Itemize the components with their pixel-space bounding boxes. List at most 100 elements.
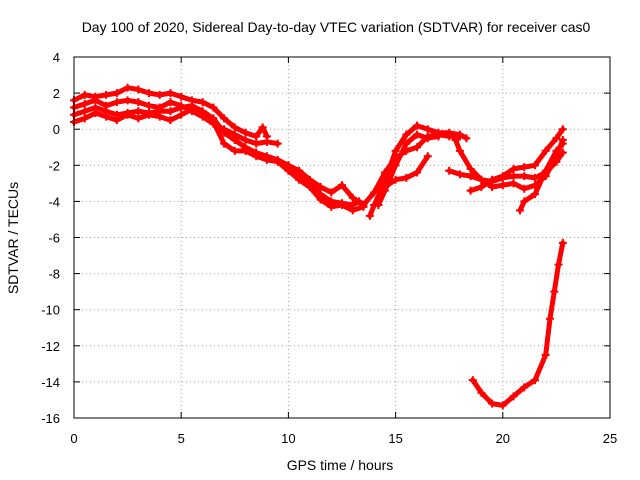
data-point (134, 107, 143, 116)
data-point (80, 99, 89, 108)
x-tick-label: 20 (496, 431, 510, 446)
data-point (413, 168, 422, 177)
y-axis-label: SDTVAR / TECUs (5, 182, 21, 294)
data-point (166, 89, 175, 98)
data-point (530, 376, 539, 385)
y-tick-label: -6 (48, 231, 60, 246)
data-point (134, 114, 143, 123)
data-point (91, 96, 100, 105)
y-tick-label: -2 (48, 158, 60, 173)
data-point (423, 152, 432, 161)
data-point (305, 182, 314, 191)
data-point (515, 206, 524, 215)
data-point (380, 182, 389, 191)
data-point (241, 128, 250, 137)
data-point (391, 175, 400, 184)
data-point (468, 376, 477, 385)
series-trace (468, 126, 566, 194)
data-point (166, 98, 175, 107)
data-point (112, 98, 121, 107)
data-point (498, 181, 507, 190)
data-point (252, 132, 261, 141)
data-point (359, 201, 368, 210)
data-point (541, 350, 550, 359)
data-point (509, 172, 518, 181)
series-track-f (365, 121, 471, 220)
data-point (123, 96, 132, 105)
series-track-m (468, 238, 567, 410)
data-point (434, 132, 443, 141)
data-point (252, 139, 261, 148)
data-point (295, 166, 304, 175)
data-point (348, 193, 357, 202)
data-point (273, 139, 282, 148)
series-track-l (515, 139, 567, 215)
data-point (530, 173, 539, 182)
data-point (550, 287, 559, 296)
data-point (284, 161, 293, 170)
data-point (545, 314, 554, 323)
x-tick-label: 25 (603, 431, 617, 446)
data-point (258, 123, 267, 132)
y-tick-label: -16 (41, 411, 60, 426)
y-tick-label: -14 (41, 375, 60, 390)
data-point (177, 103, 186, 112)
data-point (520, 383, 529, 392)
series-trace (470, 240, 566, 408)
y-tick-label: -8 (48, 267, 60, 282)
data-point (273, 157, 282, 166)
data-point (230, 136, 239, 145)
data-point (552, 134, 561, 143)
data-point (509, 164, 518, 173)
data-point (509, 179, 518, 188)
data-point (230, 146, 239, 155)
data-point (498, 172, 507, 181)
data-point (177, 110, 186, 119)
y-tick-label: -12 (41, 339, 60, 354)
data-point (145, 110, 154, 119)
data-point (327, 188, 336, 197)
data-point (209, 103, 218, 112)
data-point (391, 146, 400, 155)
y-tick-label: 2 (53, 86, 60, 101)
data-point (488, 182, 497, 191)
data-point (134, 85, 143, 94)
data-point (488, 175, 497, 184)
data-point (102, 112, 111, 121)
data-point (230, 123, 239, 132)
data-point (509, 392, 518, 401)
data-point (530, 190, 539, 199)
data-point (554, 260, 563, 269)
data-point (413, 143, 422, 152)
y-tick-label: 0 (53, 122, 60, 137)
data-point (402, 139, 411, 148)
data-point (391, 161, 400, 170)
data-point (145, 101, 154, 110)
data-point (413, 121, 422, 130)
data-point (423, 125, 432, 134)
data-point (488, 399, 497, 408)
data-point (541, 146, 550, 155)
data-point (462, 134, 471, 143)
data-point (123, 83, 132, 92)
data-point (423, 134, 432, 143)
data-point (241, 136, 250, 145)
data-point (80, 114, 89, 123)
series-track-b (70, 96, 282, 148)
data-point (445, 128, 454, 137)
y-tick-label: 4 (53, 50, 60, 65)
data-point (338, 201, 346, 210)
data-point (445, 166, 454, 175)
data-point (455, 146, 464, 155)
data-point (262, 137, 271, 146)
data-point (477, 175, 486, 184)
data-point (112, 89, 121, 98)
data-point (402, 173, 411, 182)
axis-ticks: 0 5 10 15 20 25 -16 -14 -12 -10 -8 -6 -4 -2 0 2 4 (41, 50, 617, 446)
data-point (558, 238, 567, 247)
data-point (520, 172, 529, 181)
data-point (466, 186, 475, 195)
data-point (209, 117, 218, 126)
data-point (374, 201, 383, 210)
